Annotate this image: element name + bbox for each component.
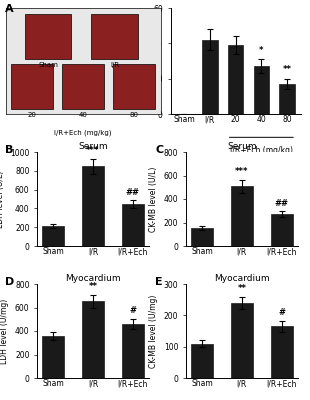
Bar — [254, 66, 269, 114]
Bar — [191, 228, 213, 246]
Text: 40: 40 — [78, 112, 87, 118]
Text: **: ** — [282, 66, 292, 74]
FancyBboxPatch shape — [25, 14, 71, 59]
Text: I/R+Ech (mg/kg): I/R+Ech (mg/kg) — [54, 130, 112, 136]
Bar — [231, 303, 253, 378]
Bar — [82, 301, 104, 378]
Text: ***: *** — [86, 146, 100, 155]
Bar — [228, 45, 243, 114]
Text: ***: *** — [235, 167, 249, 176]
Y-axis label: CK-MB level (U/L): CK-MB level (U/L) — [149, 166, 158, 232]
Y-axis label: Infarct rate(%): Infarct rate(%) — [139, 33, 148, 89]
Text: I/R+Ech (mg/kg): I/R+Ech (mg/kg) — [230, 146, 293, 155]
Bar — [122, 204, 144, 246]
Bar — [42, 336, 64, 378]
FancyBboxPatch shape — [62, 64, 104, 109]
FancyBboxPatch shape — [11, 64, 53, 109]
Title: Serum: Serum — [227, 142, 257, 151]
FancyBboxPatch shape — [113, 64, 155, 109]
Bar — [202, 40, 218, 114]
Text: C: C — [155, 145, 163, 155]
Bar — [42, 226, 64, 246]
Bar — [271, 214, 293, 246]
Title: Myocardium: Myocardium — [214, 274, 270, 283]
Bar — [191, 344, 213, 378]
Text: E: E — [155, 277, 163, 287]
Text: 20: 20 — [27, 112, 36, 118]
Text: Sham: Sham — [38, 62, 58, 68]
Y-axis label: LDH level (U/mg): LDH level (U/mg) — [0, 298, 9, 364]
Text: #: # — [278, 308, 285, 317]
Text: B: B — [5, 145, 13, 155]
Text: I/R: I/R — [110, 62, 119, 68]
Y-axis label: CK-MB level (U/mg): CK-MB level (U/mg) — [149, 294, 158, 368]
Text: *: * — [259, 46, 264, 55]
Text: **: ** — [237, 284, 246, 293]
Bar — [271, 326, 293, 378]
Title: Serum: Serum — [78, 142, 108, 151]
Text: **: ** — [88, 282, 98, 291]
Text: D: D — [5, 277, 14, 287]
Text: A: A — [5, 4, 13, 14]
Text: #: # — [129, 306, 136, 316]
Text: ##: ## — [275, 198, 289, 208]
Bar — [82, 166, 104, 246]
Y-axis label: LDH level (U/L): LDH level (U/L) — [0, 170, 5, 228]
Text: 80: 80 — [130, 112, 139, 118]
Bar — [122, 324, 144, 378]
Title: Myocardium: Myocardium — [65, 274, 121, 283]
FancyBboxPatch shape — [91, 14, 138, 59]
Text: ##: ## — [126, 188, 140, 197]
Bar — [279, 84, 295, 114]
Bar — [231, 186, 253, 246]
